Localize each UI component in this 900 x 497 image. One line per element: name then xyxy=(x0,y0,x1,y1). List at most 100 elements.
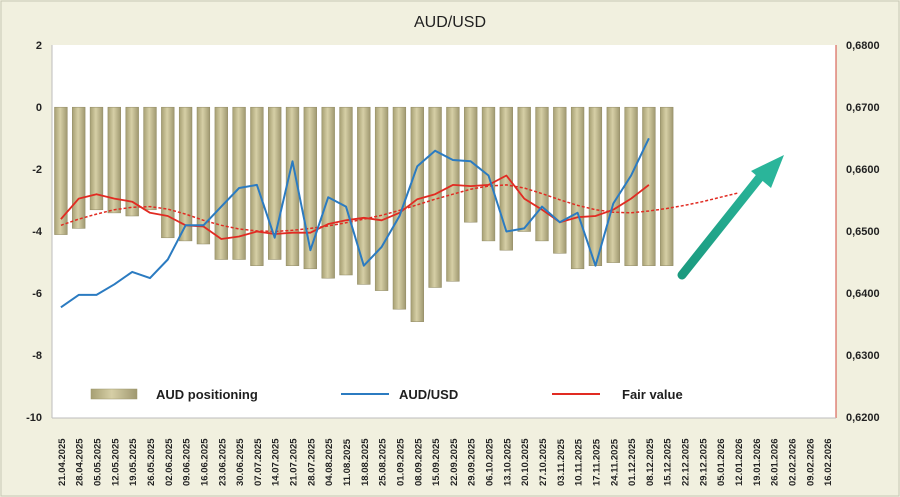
x-tick-label: 05.01.2026 xyxy=(716,438,727,486)
left-tick-label: -8 xyxy=(32,350,42,362)
x-tick-label: 22.12.2025 xyxy=(681,438,692,486)
positioning-bar xyxy=(357,106,371,285)
fair-value-line xyxy=(60,174,650,240)
positioning-bar xyxy=(72,106,86,229)
positioning-bar xyxy=(570,106,585,270)
x-tick-label: 15.12.2025 xyxy=(663,438,674,486)
positioning-bar xyxy=(660,106,674,266)
uptrend-arrow-icon xyxy=(677,155,784,280)
x-tick-label: 17.11.2025 xyxy=(592,438,603,486)
x-tick-label: 20.10.2025 xyxy=(520,438,531,486)
x-tick-labels: 21.04.2025 28.04.2025 05.05.2025 12.05.2025… xyxy=(57,438,834,486)
positioning-bar xyxy=(107,106,121,214)
positioning-bar xyxy=(339,106,353,276)
x-tick-label: 26.05.2025 xyxy=(146,438,157,486)
positioning-bars xyxy=(54,106,674,322)
left-tick-label: 2 xyxy=(36,40,42,52)
x-tick-label: 10.11.2025 xyxy=(574,438,585,486)
chart-title: AUD/USD xyxy=(414,14,486,31)
legend-label-fair-value: Fair value xyxy=(622,387,683,402)
positioning-bar xyxy=(89,106,104,211)
legend: AUD positioning AUD/USD Fair value xyxy=(90,387,683,402)
positioning-bar xyxy=(374,106,389,291)
x-tick-label: 19.05.2025 xyxy=(128,438,139,486)
positioning-bar xyxy=(588,106,603,266)
positioning-bar xyxy=(535,106,549,242)
positioning-bar xyxy=(410,106,424,322)
x-tick-label: 12.01.2026 xyxy=(734,438,745,486)
positioning-bar xyxy=(303,106,317,270)
x-tick-label: 04.08.2025 xyxy=(324,438,335,486)
x-tick-label: 14.07.2025 xyxy=(271,438,282,486)
positioning-bar xyxy=(143,106,157,211)
positioning-bar xyxy=(321,106,335,279)
positioning-bar xyxy=(517,106,531,232)
x-tick-label: 28.07.2025 xyxy=(306,438,317,486)
x-tick-label: 22.09.2025 xyxy=(449,438,460,486)
left-tick-label: 0 xyxy=(36,102,42,114)
x-tick-label: 18.08.2025 xyxy=(360,438,371,486)
positioning-bar xyxy=(178,106,193,242)
x-tick-label: 12.05.2025 xyxy=(110,438,121,486)
x-tick-label: 05.05.2025 xyxy=(93,438,104,486)
positioning-bar xyxy=(392,106,407,310)
positioning-bar xyxy=(624,106,638,266)
x-tick-label: 11.08.2025 xyxy=(342,438,353,486)
x-tick-label: 26.01.2026 xyxy=(770,438,781,486)
positioning-bar xyxy=(428,106,442,288)
left-tick-label: -10 xyxy=(26,412,42,424)
x-tick-label: 02.02.2026 xyxy=(788,438,799,486)
x-tick-label: 15.09.2025 xyxy=(431,438,442,486)
x-tick-label: 08.12.2025 xyxy=(645,438,656,486)
positioning-bar xyxy=(161,106,175,239)
x-tick-label: 29.09.2025 xyxy=(467,438,478,486)
legend-label-positioning: AUD positioning xyxy=(156,387,258,402)
x-tick-label: 01.09.2025 xyxy=(396,438,407,486)
right-tick-label: 0,6600 xyxy=(846,164,880,176)
x-tick-label: 29.12.2025 xyxy=(698,438,709,486)
x-tick-label: 21.07.2025 xyxy=(289,438,300,486)
right-tick-label: 0,6800 xyxy=(846,40,880,52)
x-tick-label: 28.04.2025 xyxy=(75,438,86,486)
right-tick-label: 0,6300 xyxy=(846,350,880,362)
x-tick-label: 24.11.2025 xyxy=(609,438,620,486)
left-tick-label: -2 xyxy=(32,164,42,176)
positioning-bar xyxy=(125,106,139,217)
right-tick-label: 0,6700 xyxy=(846,102,880,114)
series-lines xyxy=(60,137,739,309)
positioning-bar xyxy=(54,106,68,235)
x-tick-label: 09.06.2025 xyxy=(182,438,193,486)
positioning-bar xyxy=(196,106,211,245)
right-tick-label: 0,6200 xyxy=(846,412,880,424)
x-tick-label: 08.09.2025 xyxy=(413,438,424,486)
x-tick-label: 21.04.2025 xyxy=(57,438,68,486)
x-tick-label: 27.10.2025 xyxy=(538,438,549,486)
x-tick-label: 23.06.2025 xyxy=(217,438,228,486)
x-tick-label: 13.10.2025 xyxy=(502,438,513,486)
positioning-bar xyxy=(606,106,620,263)
x-tick-label: 01.12.2025 xyxy=(627,438,638,486)
positioning-bar xyxy=(232,106,246,260)
positioning-bar xyxy=(642,106,656,266)
x-tick-label: 06.10.2025 xyxy=(485,438,496,486)
left-tick-label: -6 xyxy=(32,288,42,300)
x-tick-label: 30.06.2025 xyxy=(235,438,246,486)
x-tick-label: 16.02.2026 xyxy=(823,438,834,486)
legend-swatch-positioning xyxy=(90,388,138,400)
right-tick-label: 0,6500 xyxy=(846,226,880,238)
audusd-line xyxy=(60,137,650,309)
x-tick-label: 16.06.2025 xyxy=(200,438,211,486)
positioning-bar xyxy=(214,106,228,260)
x-tick-label: 07.07.2025 xyxy=(253,438,264,486)
right-tick-label: 0,6400 xyxy=(846,288,880,300)
fair-value-trend-line xyxy=(60,184,739,233)
x-tick-label: 19.01.2026 xyxy=(752,438,763,486)
x-tick-label: 03.11.2025 xyxy=(556,438,567,486)
x-tick-label: 25.08.2025 xyxy=(378,438,389,486)
legend-label-audusd: AUD/USD xyxy=(399,387,458,402)
positioning-bar xyxy=(553,106,567,254)
positioning-bar xyxy=(464,106,478,223)
positioning-bar xyxy=(481,106,496,242)
